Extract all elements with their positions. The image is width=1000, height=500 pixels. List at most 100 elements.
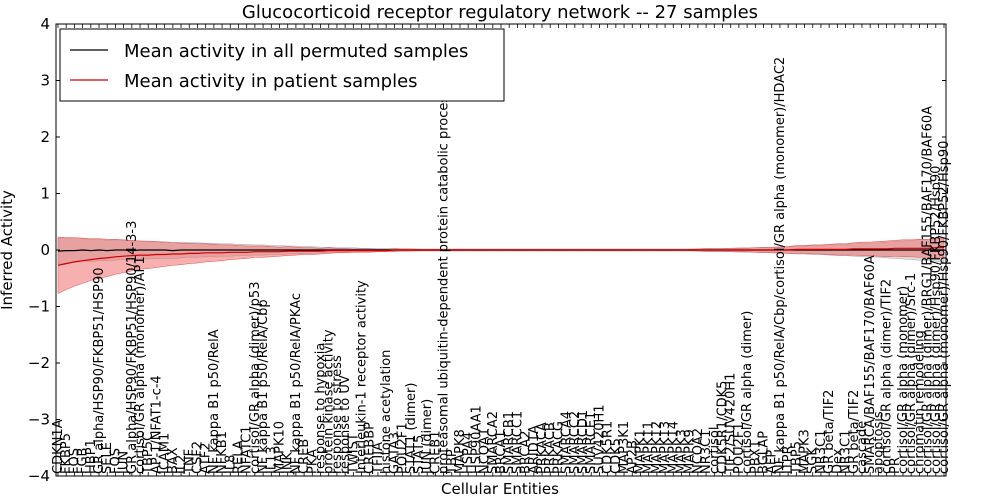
x-tick-label: BGLAP xyxy=(757,431,772,474)
x-tick-label: CSF2 xyxy=(191,441,206,474)
x-tick-label: JNK xyxy=(281,451,296,475)
x-tick-label: MAPK9 xyxy=(683,429,698,474)
x-tick-label: proteasomal ubiquitin-dependent protein … xyxy=(437,89,452,474)
x-tick-label: apoptosis xyxy=(871,411,886,474)
x-tick-label: response to stress xyxy=(330,355,345,474)
x-tick-label: NFATC1 xyxy=(240,426,255,474)
x-tick-label: MAPK14 xyxy=(666,421,681,474)
x-tick-label: NF kappa B1 p50/RelA/Cbp xyxy=(256,299,271,474)
x-tick-label: PKA xyxy=(305,449,320,474)
x-tick-label: GR alpha/HSP90/FKBP51/HSP90/14-3-3 xyxy=(125,221,140,474)
y-tick-label: −4 xyxy=(28,467,50,485)
x-tick-label: cortisol/GR alpha (monomer)/Hsp90/FKBP52… xyxy=(937,141,952,474)
x-tick-label: MAPK11 xyxy=(642,421,657,474)
x-tick-label: protein kinase activity xyxy=(322,329,337,474)
x-tick-label: PRKACG xyxy=(551,421,566,474)
x-tick-label: MAPK13 xyxy=(658,421,673,474)
x-tick-label: cortisol/GR alpha (dimer) xyxy=(740,311,755,474)
x-tick-label: SMARCA4 xyxy=(560,411,575,474)
y-tick-label: −3 xyxy=(28,411,50,429)
x-tick-label: cortisol/GR alpha (dimer)/TIF2 xyxy=(880,279,895,474)
x-tick-label: NF kappa B1 p50/RelA xyxy=(207,329,222,474)
y-tick-label: 0 xyxy=(40,241,50,259)
x-tick-label: MAPK10 xyxy=(273,421,288,474)
x-tick-label: SGK xyxy=(806,447,821,474)
x-tick-label: SMARCA/BAF155/BAF170/BAF60A xyxy=(863,255,878,474)
x-tick-label: FOS xyxy=(67,448,82,474)
x-tick-label: GATA3 xyxy=(387,432,402,474)
x-tick-label: ITPR xyxy=(781,445,796,474)
x-tick-label: chromatin remodeling xyxy=(912,330,927,474)
x-tick-label: BRCA1 xyxy=(494,430,509,474)
y-tick-label: 4 xyxy=(40,15,50,33)
legend-frame xyxy=(59,28,505,102)
chart-title: Glucocorticoid receptor regulatory netwo… xyxy=(242,2,758,23)
x-tick-label: response to UV xyxy=(338,375,353,474)
legend-label-permuted: Mean activity in all permuted samples xyxy=(124,41,468,62)
x-tick-label: CREB xyxy=(297,439,312,474)
y-tick-label: 1 xyxy=(40,185,50,203)
x-tick-label: MAPK3 xyxy=(675,429,690,474)
x-tick-label: ATF2 xyxy=(199,442,214,474)
x-tick-label: MAPK1 xyxy=(634,429,649,474)
x-tick-label: cortisol/GR alpha (monomer)/AP1 xyxy=(133,256,148,474)
x-tick-label: Interleukin-1 receptor activity xyxy=(355,280,370,474)
x-tick-label: POU2F1 xyxy=(396,422,411,474)
x-tick-label: FGB xyxy=(76,448,91,474)
x-tick-label: NFKB1 xyxy=(215,431,230,474)
legend-label-patient: Mean activity in patient samples xyxy=(124,71,418,92)
x-tick-label: PBX1 xyxy=(748,440,763,474)
x-tick-label: CDK5R1 xyxy=(601,421,616,474)
x-tick-label: TFIIA xyxy=(371,442,386,475)
x-tick-label: JUN (dimer) xyxy=(420,399,435,475)
confidence-bands xyxy=(57,236,945,294)
x-tick-label: ICAM1 xyxy=(158,433,173,474)
x-tick-label: RELA xyxy=(232,440,247,474)
x-tick-label: NF kappa B1 p50/RelA/Cbp/cortisol/GR alp… xyxy=(773,57,788,474)
x-tick-label: TBP5C xyxy=(141,432,156,475)
x-tick-label: SMARCC2 xyxy=(568,411,583,474)
x-tick-label: AP-1/NFAT1-c-4 xyxy=(149,375,164,474)
y-tick-label: −1 xyxy=(28,298,50,316)
x-tick-label: MAPK3 xyxy=(798,429,813,474)
x-axis-label: Cellular Entities xyxy=(441,480,559,498)
x-tick-label: MAP3K1 xyxy=(617,421,632,474)
series-lines xyxy=(57,247,944,266)
x-tick-label: NR3C1 xyxy=(699,430,714,474)
legend: Mean activity in all permuted samples Me… xyxy=(59,28,505,102)
x-tick-label: cascade xyxy=(855,421,870,474)
line-patient-mean xyxy=(57,247,944,266)
x-tick-label: FOS xyxy=(108,448,123,474)
y-axis-label: Inferred Activity xyxy=(0,190,16,310)
x-tick-label: AP2B xyxy=(625,440,640,474)
x-tick-label: GR beta/TIF2 xyxy=(847,390,862,474)
y-tick-label: 2 xyxy=(40,128,50,146)
x-tick-label: CREBBP xyxy=(363,422,378,474)
x-tick-label: SMARCE1 xyxy=(584,412,599,474)
x-tick-label: STAT5 xyxy=(412,435,427,474)
x-tick-label: TNF xyxy=(182,449,197,475)
x-tick-label: PRKACB xyxy=(543,422,558,474)
x-tick-label: HSP90AA1 xyxy=(469,405,484,474)
x-tick-label: HSPA4 xyxy=(461,432,476,474)
x-tick-label: PRKACA xyxy=(535,422,550,474)
x-tick-label: cortisol/GR alpha (dimer)/p53 xyxy=(248,282,263,474)
x-tick-label: cortisol/GR alpha (dimer)/BRG1/BAF155/BA… xyxy=(921,106,936,474)
x-tick-label: TWIST xyxy=(346,433,361,475)
x-tick-label: MAPK12 xyxy=(650,421,665,474)
x-tick-label: NR3C1 xyxy=(839,430,854,474)
x-tick-label: SMARCD1 xyxy=(576,410,591,474)
x-tick-label: FKBP5 xyxy=(59,433,74,474)
x-tick-label: SMARCC1 xyxy=(510,411,525,474)
x-tick-label: SMARCA2 xyxy=(486,411,501,474)
x-tick-label: histone acetylation xyxy=(379,350,394,474)
x-tick-label: CREB1 xyxy=(428,430,443,474)
x-tick-label: IL2 xyxy=(174,455,189,474)
x-tick-label: PR xyxy=(888,457,903,474)
x-tick-label: CDK5 xyxy=(609,438,624,474)
x-tick-label: cortisol xyxy=(707,427,722,475)
x-tick-label: cortisol/GR alpha (monomer) xyxy=(896,286,911,474)
x-tick-label: ARID1A xyxy=(527,425,542,474)
x-tick-label: STAT1 (dimer) xyxy=(404,383,419,474)
x-tick-label: TBP xyxy=(445,449,460,475)
